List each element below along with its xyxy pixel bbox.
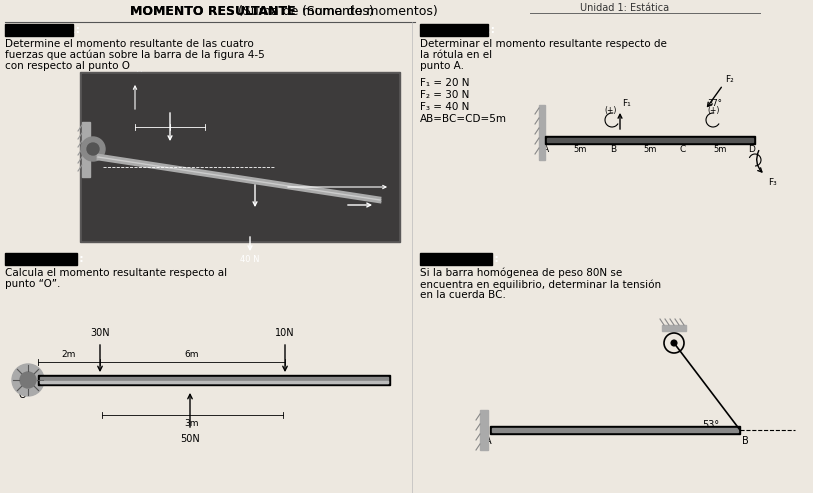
Text: 5m: 5m <box>713 145 727 154</box>
Text: 2m: 2m <box>62 350 76 359</box>
Bar <box>5 24 73 36</box>
Text: x: x <box>392 180 397 189</box>
Bar <box>82 122 90 177</box>
Bar <box>420 24 488 36</box>
Bar <box>40 381 388 383</box>
Text: EJERCICIO 3 :: EJERCICIO 3 : <box>7 254 84 264</box>
Text: B: B <box>742 436 749 446</box>
Circle shape <box>671 340 677 346</box>
Text: 10N: 10N <box>275 328 295 338</box>
Text: A: A <box>485 436 491 446</box>
Text: fuerzas que actúan sobre la barra de la figura 4-5: fuerzas que actúan sobre la barra de la … <box>5 50 265 61</box>
Text: AB=BC=CD=5m: AB=BC=CD=5m <box>420 114 507 124</box>
Bar <box>40 377 388 383</box>
Text: 50 N: 50 N <box>159 97 178 106</box>
Text: (+): (+) <box>604 106 616 115</box>
Text: en la cuerda BC.: en la cuerda BC. <box>420 290 506 300</box>
Text: F₁: F₁ <box>622 99 631 108</box>
Text: C: C <box>680 145 686 154</box>
Text: (Suma de momentos): (Suma de momentos) <box>234 5 374 18</box>
Bar <box>480 410 488 450</box>
Circle shape <box>20 372 36 388</box>
Text: 5m: 5m <box>643 145 657 154</box>
Text: O: O <box>92 162 98 171</box>
Text: 5m: 5m <box>573 145 587 154</box>
Circle shape <box>87 143 99 155</box>
Bar <box>547 138 753 142</box>
Bar <box>662 325 686 331</box>
Bar <box>492 428 738 432</box>
Text: 30N: 30N <box>90 328 110 338</box>
Bar <box>760 0 813 493</box>
Bar <box>38 375 390 385</box>
Text: (+): (+) <box>707 106 720 115</box>
Circle shape <box>12 364 44 396</box>
Circle shape <box>81 137 105 161</box>
Text: F₃: F₃ <box>768 178 776 187</box>
Text: con respecto al punto O: con respecto al punto O <box>5 61 130 71</box>
Text: 20 N: 20 N <box>378 199 398 208</box>
Text: A: A <box>543 145 549 154</box>
Text: 3m: 3m <box>185 419 199 428</box>
Text: F₁ = 20 N: F₁ = 20 N <box>420 78 469 88</box>
Text: Si la barra homógenea de peso 80N se: Si la barra homógenea de peso 80N se <box>420 268 622 279</box>
Text: encuentra en equilibrio, determinar la tensión: encuentra en equilibrio, determinar la t… <box>420 279 661 289</box>
Text: F₂ = 30 N: F₂ = 30 N <box>420 90 469 100</box>
Bar <box>5 253 77 265</box>
Bar <box>80 72 400 242</box>
Text: EJERCICIO 2:: EJERCICIO 2: <box>422 25 495 35</box>
Text: 2 m: 2 m <box>180 113 195 122</box>
Bar <box>420 253 492 265</box>
Text: 30°: 30° <box>258 196 272 205</box>
Text: MOMENTO RESULTANTE: MOMENTO RESULTANTE <box>130 5 296 18</box>
Text: Determinar el momento resultante respecto de: Determinar el momento resultante respect… <box>420 39 667 49</box>
Text: 50N: 50N <box>180 434 200 444</box>
Text: (Suma de momentos): (Suma de momentos) <box>298 5 437 18</box>
Text: Unidad 1: Estática: Unidad 1: Estática <box>580 3 669 13</box>
Text: MOMENTO RESULTANTE: MOMENTO RESULTANTE <box>130 5 296 18</box>
Text: Determine el momento resultante de las cuatro: Determine el momento resultante de las c… <box>5 39 254 49</box>
Text: 6m: 6m <box>185 350 199 359</box>
Text: 60 N: 60 N <box>258 171 276 180</box>
Text: B: B <box>610 145 616 154</box>
Text: F₃ = 40 N: F₃ = 40 N <box>420 102 469 112</box>
Text: Y: Y <box>136 71 141 80</box>
Text: O: O <box>18 390 26 400</box>
Bar <box>545 136 755 144</box>
Text: 2 m: 2 m <box>145 113 159 122</box>
Text: 53°: 53° <box>702 420 720 430</box>
Bar <box>490 426 740 434</box>
Bar <box>539 105 545 160</box>
Text: F₂: F₂ <box>725 75 734 84</box>
Text: EJERCICIO 4 :: EJERCICIO 4 : <box>422 254 498 264</box>
Text: EJERCICIO 1:: EJERCICIO 1: <box>7 25 80 35</box>
Text: Calcula el momento resultante respecto al: Calcula el momento resultante respecto a… <box>5 268 227 278</box>
Bar <box>82 74 398 240</box>
Text: punto A.: punto A. <box>420 61 464 71</box>
Text: la rótula en el: la rótula en el <box>420 50 492 60</box>
Text: punto “O”.: punto “O”. <box>5 279 60 289</box>
Text: D: D <box>748 145 755 154</box>
Text: 3 m: 3 m <box>228 207 242 216</box>
Text: 40 N: 40 N <box>241 255 259 264</box>
Text: 37°: 37° <box>707 99 722 108</box>
